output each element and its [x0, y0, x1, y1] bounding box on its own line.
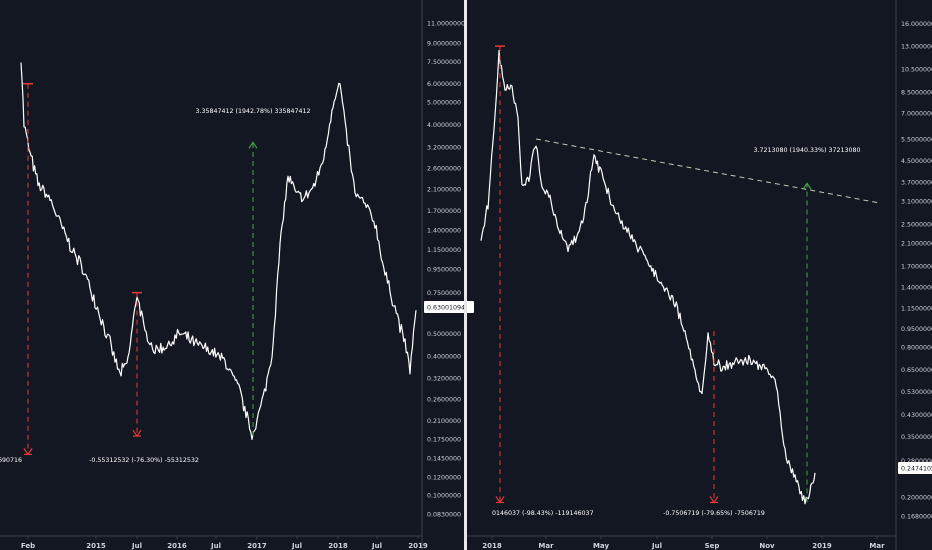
right-chart-y-tick-label: 3.7000000 [901, 179, 932, 186]
right-chart-y-tick-label: 10.5000000 [901, 67, 932, 74]
left-chart-y-tick-label: 1.1500000 [427, 247, 461, 254]
right-chart-y-tick-label: 0.3500000 [901, 434, 932, 441]
left-chart-last-price-label: 0.63001094 [427, 305, 465, 312]
left-chart-y-tick-label: 1.4000000 [427, 227, 461, 234]
left-chart-y-tick-label: 7.5000000 [427, 59, 461, 66]
right-chart-annotation-label: 3.7213080 (1940.33%) 37213080 [753, 147, 860, 154]
left-chart-y-tick-label: 0.1200000 [427, 474, 461, 481]
left-chart-y-tick-label: 0.4000000 [427, 353, 461, 360]
left-chart-y-tick-label: 0.1750000 [427, 436, 461, 443]
left-chart-annotation-label: 90716 (-97.01%) -554690716 [0, 457, 22, 464]
right-chart-y-tick-label: 16.0000000 [901, 21, 932, 28]
left-chart-price-line [20, 62, 417, 440]
left-chart-y-tick-label: 0.9500000 [427, 266, 461, 273]
left-chart-x-tick-label: Jul [210, 542, 221, 550]
left-chart-x-tick-label: Jul [291, 542, 302, 550]
right-chart-x-tick-label: Mar [538, 542, 554, 550]
right-chart-y-tick-label: 2.1000000 [901, 240, 932, 247]
right-chart-x-tick-label: 2019 [812, 542, 832, 550]
left-chart-y-tick-label: 0.3200000 [427, 376, 461, 383]
left-chart-y-tick-label: 0.1450000 [427, 455, 461, 462]
right-chart-y-tick-label: 0.5300000 [901, 389, 932, 396]
left-chart-y-tick-label: 0.7500000 [427, 290, 461, 297]
left-chart-annotation-arrow [23, 448, 33, 456]
left-chart-panel[interactable]: 11.0000000 9.0000000 7.5000000 6.0000000 5.0… [0, 0, 474, 550]
left-chart-y-tick-label: 9.0000000 [427, 41, 461, 48]
left-chart-y-tick-label: 3.2000000 [427, 144, 461, 151]
right-chart-x-tick-label: Nov [759, 542, 775, 550]
right-chart-trendline [535, 138, 879, 204]
right-chart-y-tick-label: 7.0000000 [901, 110, 932, 117]
right-chart-y-tick-label: 0.2800000 [901, 458, 932, 465]
left-chart-x-tick-label: 2018 [328, 542, 348, 550]
left-chart-x-tick-label: 2016 [167, 542, 187, 550]
left-chart-y-tick-label: 2.1000000 [427, 187, 461, 194]
left-chart-x-tick-label: 2015 [86, 542, 106, 550]
left-chart-y-tick-label: 2.6000000 [427, 165, 461, 172]
right-chart-price-line [480, 49, 816, 505]
left-chart-x-tick-label: Feb [21, 542, 35, 550]
left-chart-y-tick-label: 0.1000000 [427, 493, 461, 500]
right-chart-y-tick-label: 0.8000000 [901, 345, 932, 352]
right-chart-x-tick-label: Sep [705, 542, 720, 550]
left-chart-annotation-label: -0.55312532 (-76.30%) -55312532 [89, 457, 199, 464]
left-chart-y-tick-label: 4.0000000 [427, 122, 461, 129]
left-chart-y-tick-label: 0.0830000 [427, 511, 461, 518]
left-chart-y-tick-label: 1.7000000 [427, 208, 461, 215]
right-chart-annotation-label: -0.7506719 (-79.65%) -7506719 [663, 510, 765, 517]
right-chart-y-tick-label: 0.6500000 [901, 367, 932, 374]
right-chart-y-tick-label: 0.1680000 [901, 513, 932, 520]
right-chart-y-tick-label: 13.0000000 [901, 44, 932, 51]
right-chart-y-tick-label: 1.1500000 [901, 306, 932, 313]
right-chart-panel[interactable]: 16.0000000 13.0000000 10.5000000 8.5000000 7… [467, 0, 932, 550]
right-chart-y-tick-label: 5.5000000 [901, 137, 932, 144]
right-chart-x-tick-label: 2018 [482, 542, 502, 550]
left-chart-y-tick-label: 5.0000000 [427, 100, 461, 107]
left-chart-annotation-arrow [248, 141, 258, 149]
left-chart-y-tick-label: 11.0000000 [427, 20, 465, 27]
left-chart-y-tick-label: 6.0000000 [427, 81, 461, 88]
right-chart-y-tick-label: 8.5000000 [901, 89, 932, 96]
right-chart-y-tick-label: 0.4300000 [901, 412, 932, 419]
left-chart-y-tick-label: 0.5000000 [427, 331, 461, 338]
left-chart-x-tick-label: Jul [131, 542, 142, 550]
left-chart-last-price-badge [424, 301, 474, 313]
right-chart-x-tick-label: Jul [651, 542, 662, 550]
right-chart-y-tick-label: 2.5000000 [901, 222, 932, 229]
right-chart-x-tick-label: May [593, 542, 609, 550]
left-chart-x-tick-label: Jul [371, 542, 382, 550]
right-chart-y-tick-label: 4.5000000 [901, 158, 932, 165]
left-chart-annotation-label: 3.35847412 (1942.78%) 335847412 [195, 108, 310, 115]
left-chart-y-tick-label: 0.2600000 [427, 397, 461, 404]
right-chart-y-tick-label: 1.4000000 [901, 284, 932, 291]
right-chart-y-tick-label: 1.7000000 [901, 263, 932, 270]
panel-divider[interactable] [464, 0, 467, 550]
right-chart-y-tick-label: 0.9500000 [901, 326, 932, 333]
right-chart-x-tick-label: Mar [869, 542, 885, 550]
right-chart-annotation-arrow [802, 182, 812, 190]
left-chart-x-tick-label: 2017 [247, 542, 267, 550]
right-chart-last-price-label: 0.2474105 [901, 466, 932, 473]
right-chart-y-tick-label: 0.2000000 [901, 494, 932, 501]
left-chart-x-tick-label: 2019 [408, 542, 428, 550]
right-chart-y-tick-label: 3.1000000 [901, 198, 932, 205]
right-chart-last-price-badge [898, 462, 932, 474]
right-chart-annotation-label: 0146037 (-98.43%) -119146037 [492, 510, 594, 517]
left-chart-y-tick-label: 0.2100000 [427, 418, 461, 425]
